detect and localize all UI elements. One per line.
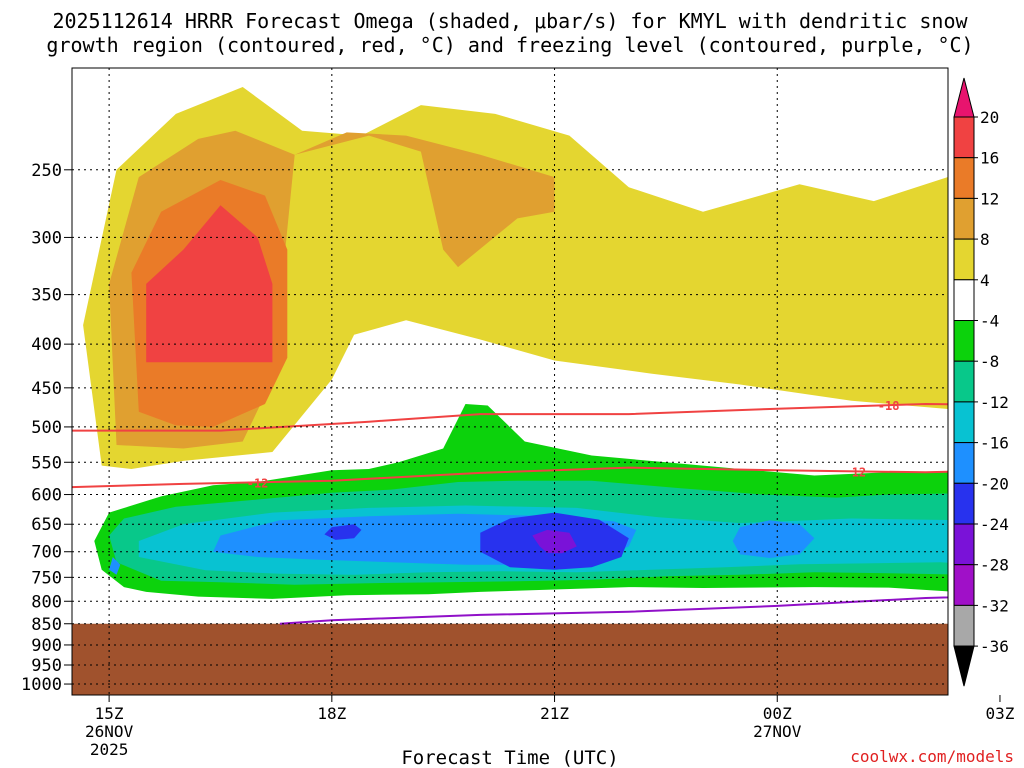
- y-tick-label: 1000: [21, 675, 62, 695]
- colorbar-label: -24: [980, 515, 1009, 534]
- y-tick-label: 300: [31, 228, 62, 248]
- colorbar-label: -4: [980, 312, 999, 331]
- y-tick-label: 800: [31, 592, 62, 612]
- omega-region-dn-24: [532, 529, 577, 554]
- y-tick-label: 650: [31, 515, 62, 535]
- x-tick-label: 15Z: [95, 704, 124, 723]
- contour-label-dgz-bottom: 12: [852, 465, 866, 479]
- contour-label-dgz-top: -18: [878, 399, 900, 413]
- colorbar-label: 16: [980, 149, 999, 168]
- ground-below-surface: [72, 623, 948, 695]
- contour-dgz-bottom: [72, 466, 948, 489]
- colorbar-top-arrow: [953, 77, 975, 118]
- colorbar-bin: [953, 401, 975, 444]
- grid-lines: [72, 68, 948, 695]
- colorbar-label: 8: [980, 230, 990, 249]
- contour-freezing-level: [279, 596, 948, 625]
- y-tick-label: 900: [31, 636, 62, 656]
- y-tick-label: 700: [31, 543, 62, 563]
- colorbar-bin: [953, 238, 975, 281]
- x-tick-date-label: 26NOV: [85, 722, 134, 741]
- colorbar-label: -12: [980, 393, 1009, 412]
- colorbar-bin: [953, 279, 975, 321]
- omega-region-dn-16d: [109, 557, 121, 575]
- ground-fill: [72, 623, 948, 695]
- omega-region-dn-20b: [324, 524, 362, 540]
- colorbar-bin: [953, 442, 975, 484]
- plot-frame: [71, 67, 949, 696]
- colorbar-bin: [953, 604, 975, 647]
- temperature-contours: -18-12120: [72, 399, 948, 625]
- y-tick-label: 250: [31, 161, 62, 181]
- omega-region-up-16: [146, 205, 273, 363]
- x-tick-year-label: 2025: [90, 740, 129, 759]
- colorbar-bin: [953, 523, 975, 566]
- y-tick-label: 850: [31, 615, 62, 635]
- contour-dgz-top: [72, 402, 948, 432]
- colorbar-label: 12: [980, 189, 999, 208]
- omega-region-dn-16b: [732, 520, 815, 558]
- x-tick-label: 18Z: [317, 704, 346, 723]
- y-tick-label: 350: [31, 286, 62, 306]
- chart-title-line-2: growth region (contoured, red, °C) and f…: [46, 33, 973, 57]
- y-tick-label: 400: [31, 335, 62, 355]
- colorbar-bin: [953, 116, 975, 159]
- y-axis: 2503003504004505005506006507007508008509…: [21, 161, 72, 695]
- colorbar-bin: [953, 482, 975, 525]
- y-tick-label: 600: [31, 486, 62, 506]
- colorbar-bin: [953, 197, 975, 240]
- colorbar-label: -20: [980, 474, 1009, 493]
- x-tick-label: 21Z: [540, 704, 569, 723]
- omega-region-up-4: [83, 87, 948, 469]
- contour-label-dgz-bottom: -12: [247, 476, 269, 490]
- colorbar-label: 20: [980, 108, 999, 127]
- colorbar-label: -36: [980, 637, 1009, 656]
- colorbar-label: -16: [980, 434, 1009, 453]
- chart-title-line-1: 2025112614 HRRR Forecast Omega (shaded, …: [52, 9, 968, 33]
- colorbar-label: -8: [980, 352, 999, 371]
- x-tick-label: 00Z: [763, 704, 792, 723]
- colorbar-label: -32: [980, 596, 1009, 615]
- x-tick-date-label: 27NOV: [753, 722, 802, 741]
- colorbar-bin: [953, 564, 975, 606]
- y-tick-label: 550: [31, 453, 62, 473]
- colorbar-label: -28: [980, 556, 1009, 575]
- colorbar: 20 16 12 8 4 -4 -8 -12 -16 -20 -24 -28 -32 -36: [953, 77, 1009, 687]
- colorbar-bin: [953, 157, 975, 199]
- credit-link[interactable]: coolwx.com/models: [850, 747, 1014, 766]
- plot-area: -18-12120: [72, 68, 948, 695]
- y-tick-label: 750: [31, 568, 62, 588]
- y-tick-label: 950: [31, 656, 62, 676]
- y-tick-label: 450: [31, 379, 62, 399]
- x-axis: 15Z26NOV202518Z21Z00Z27NOV03Z06Z: [85, 695, 1015, 759]
- colorbar-label: 4: [980, 271, 990, 290]
- colorbar-bottom-arrow: [953, 645, 975, 687]
- x-tick-label: 03Z: [986, 704, 1015, 723]
- x-axis-label: Forecast Time (UTC): [401, 747, 618, 768]
- y-tick-label: 500: [31, 418, 62, 438]
- colorbar-bin: [953, 360, 975, 403]
- colorbar-bin: [953, 320, 975, 362]
